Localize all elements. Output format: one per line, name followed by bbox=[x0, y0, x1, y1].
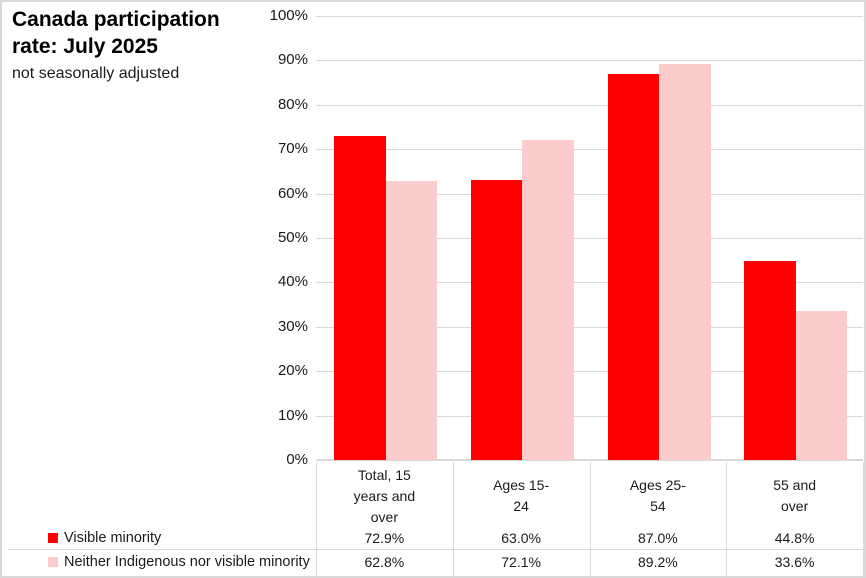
bar-series2-cat2 bbox=[522, 139, 574, 460]
title-block: Canada participation rate: July 2025 not… bbox=[12, 6, 252, 84]
category-label-1: Total, 15 years and over bbox=[353, 466, 416, 525]
y-axis-tick-70: 70% bbox=[277, 140, 308, 158]
table-divider-1 bbox=[452, 462, 454, 576]
value-series2-cat4: 33.6% bbox=[774, 554, 815, 570]
value-series2-cat2: 72.1% bbox=[501, 554, 541, 570]
gridline-50 bbox=[316, 238, 863, 239]
table-divider-4 bbox=[863, 462, 864, 576]
category-label-2: Ages 15- 24 bbox=[493, 477, 550, 514]
legend-swatch-icon bbox=[48, 533, 58, 543]
value-series1-cat2: 63.0% bbox=[501, 530, 541, 546]
y-axis-tick-60: 60% bbox=[277, 184, 308, 202]
data-table: Total, 15 years and over Ages 15- 24 Ages … bbox=[2, 460, 864, 576]
y-axis-tick-80: 80% bbox=[277, 95, 308, 113]
y-axis-tick-40: 40% bbox=[277, 273, 308, 291]
gridline-20 bbox=[316, 371, 863, 373]
y-axis-tick-20: 20% bbox=[277, 362, 308, 380]
legend-label: Visible minority bbox=[64, 530, 162, 546]
gridline-90 bbox=[316, 60, 863, 62]
value-series1-cat1: 72.9% bbox=[364, 530, 405, 546]
y-axis-tick-10: 10% bbox=[277, 406, 308, 424]
y-axis-tick-0: 0% bbox=[286, 451, 308, 468]
gridline-70 bbox=[316, 149, 863, 151]
value-series1-cat3: 87.0% bbox=[638, 530, 678, 546]
value-series1-cat4: 44.8% bbox=[774, 530, 815, 546]
bar-series2-cat3 bbox=[659, 63, 711, 460]
gridline-60 bbox=[316, 193, 863, 195]
gridline-100 bbox=[316, 16, 863, 17]
chart-title-line1: Canada participation bbox=[12, 8, 220, 31]
y-axis-tick-50: 50% bbox=[277, 229, 308, 246]
chart-title-line2: rate: July 2025 bbox=[12, 35, 158, 58]
value-series2-cat3: 89.2% bbox=[638, 554, 678, 570]
chart-subtitle: not seasonally adjusted bbox=[12, 65, 180, 82]
bar-series1-cat4 bbox=[744, 261, 796, 460]
bar-series1-cat2 bbox=[470, 180, 523, 460]
category-label-3: Ages 25- 54 bbox=[629, 477, 686, 514]
gridline-80 bbox=[316, 104, 863, 106]
legend-item-series2: Neither Indigenous nor visible minority bbox=[48, 552, 312, 572]
chart-title: Canada participation rate: July 2025 bbox=[12, 6, 252, 60]
table-divider-3 bbox=[726, 462, 728, 576]
gridline-30 bbox=[316, 326, 863, 328]
y-axis-tick-100: 100% bbox=[269, 7, 308, 24]
plot-area bbox=[316, 16, 863, 461]
y-axis-tick-90: 90% bbox=[277, 51, 308, 69]
x-axis-line bbox=[316, 459, 863, 461]
bar-series2-cat1 bbox=[385, 181, 437, 460]
value-series2-cat1: 62.8% bbox=[364, 554, 405, 570]
gridline-40 bbox=[316, 282, 863, 284]
bar-series1-cat3 bbox=[607, 73, 659, 460]
table-divider-2 bbox=[589, 462, 591, 576]
legend-item-series1: Visible minority bbox=[48, 528, 312, 548]
legend-swatch-icon bbox=[48, 557, 58, 567]
table-divider-0 bbox=[316, 462, 317, 576]
category-label-4: 55 and over bbox=[773, 477, 817, 514]
table-row-separator bbox=[8, 549, 863, 550]
legend-label: Neither Indigenous nor visible minority bbox=[64, 554, 310, 570]
gridline-10 bbox=[316, 415, 863, 417]
y-axis-tick-30: 30% bbox=[277, 317, 308, 335]
bar-series2-cat4 bbox=[795, 310, 848, 460]
bar-series1-cat1 bbox=[334, 136, 386, 460]
